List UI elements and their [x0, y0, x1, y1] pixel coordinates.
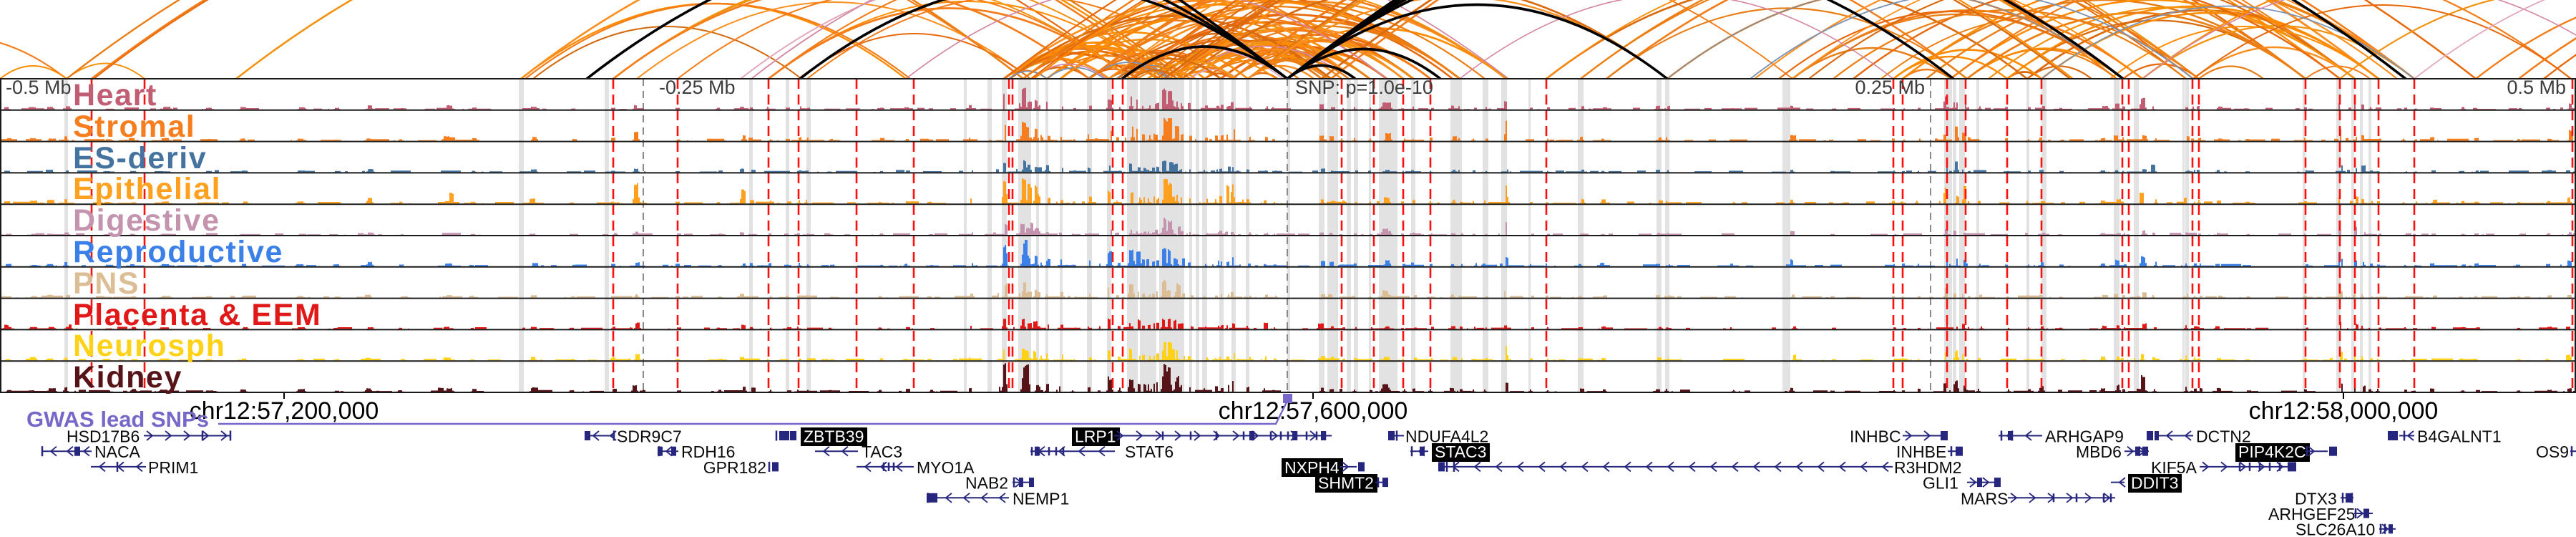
- svg-text:PIP4K2C: PIP4K2C: [2238, 442, 2306, 461]
- svg-text:Digestive: Digestive: [73, 203, 220, 238]
- svg-text:NAB2: NAB2: [965, 474, 1008, 493]
- svg-text:GPR182: GPR182: [703, 458, 766, 477]
- svg-text:HSD17B6: HSD17B6: [67, 427, 140, 446]
- svg-text:ZBTB39: ZBTB39: [804, 427, 864, 446]
- svg-text:NEMP1: NEMP1: [1013, 489, 1069, 508]
- svg-text:DTX3: DTX3: [2295, 489, 2337, 508]
- svg-text:STAT6: STAT6: [1125, 442, 1174, 461]
- svg-text:PNS: PNS: [73, 266, 140, 301]
- svg-text:chr12:58,000,000: chr12:58,000,000: [2249, 397, 2439, 425]
- svg-text:NXPH4: NXPH4: [1284, 458, 1340, 477]
- svg-text:Reproductive: Reproductive: [73, 235, 283, 269]
- svg-text:ES-deriv: ES-deriv: [73, 141, 207, 175]
- svg-text:0.25 Mb: 0.25 Mb: [1855, 77, 1925, 98]
- svg-text:Epithelial: Epithelial: [73, 172, 221, 206]
- svg-text:DCTN2: DCTN2: [2196, 427, 2251, 446]
- svg-text:SHMT2: SHMT2: [1318, 474, 1374, 493]
- svg-text:OS9: OS9: [2536, 442, 2569, 461]
- svg-text:PRIM1: PRIM1: [148, 458, 198, 477]
- svg-text:-0.5 Mb: -0.5 Mb: [6, 77, 72, 98]
- svg-text:0.5 Mb: 0.5 Mb: [2507, 77, 2566, 98]
- svg-text:KIF5A: KIF5A: [2151, 458, 2197, 477]
- svg-text:LRP1: LRP1: [1075, 427, 1116, 446]
- svg-text:STAC3: STAC3: [1435, 442, 1486, 461]
- svg-text:RDH16: RDH16: [681, 442, 735, 461]
- svg-text:chr12:57,200,000: chr12:57,200,000: [190, 397, 379, 425]
- svg-text:chr12:57,600,000: chr12:57,600,000: [1219, 397, 1408, 425]
- svg-text:Stromal: Stromal: [73, 110, 195, 144]
- svg-text:B4GALNT1: B4GALNT1: [2417, 427, 2502, 446]
- svg-text:ARHGEF25: ARHGEF25: [2268, 505, 2355, 523]
- svg-text:SLC26A10: SLC26A10: [2296, 521, 2375, 537]
- svg-text:TAC3: TAC3: [862, 442, 902, 461]
- svg-text:GWAS lead SNPs: GWAS lead SNPs: [26, 407, 209, 432]
- svg-text:NACA: NACA: [94, 442, 141, 461]
- svg-text:Placenta & EEM: Placenta & EEM: [73, 298, 321, 332]
- svg-text:Heart: Heart: [73, 78, 157, 112]
- svg-text:GLI1: GLI1: [1923, 474, 1958, 493]
- svg-text:MYO1A: MYO1A: [917, 458, 975, 477]
- svg-text:Kidney: Kidney: [73, 360, 182, 395]
- svg-text:Neurosph: Neurosph: [73, 329, 225, 363]
- svg-text:INHBE: INHBE: [1896, 442, 1946, 461]
- svg-text:ARHGAP9: ARHGAP9: [2045, 427, 2124, 446]
- svg-text:NDUFA4L2: NDUFA4L2: [1405, 427, 1488, 446]
- svg-text:SDR9C7: SDR9C7: [617, 427, 682, 446]
- svg-text:SNP: p=1.0e-10: SNP: p=1.0e-10: [1295, 77, 1433, 98]
- svg-text:MARS: MARS: [1961, 489, 2008, 508]
- svg-text:INHBC: INHBC: [1850, 427, 1901, 446]
- svg-text:-0.25 Mb: -0.25 Mb: [659, 77, 736, 98]
- svg-text:MBD6: MBD6: [2076, 442, 2122, 461]
- svg-text:DDIT3: DDIT3: [2131, 474, 2178, 493]
- svg-text:R3HDM2: R3HDM2: [1894, 458, 1962, 477]
